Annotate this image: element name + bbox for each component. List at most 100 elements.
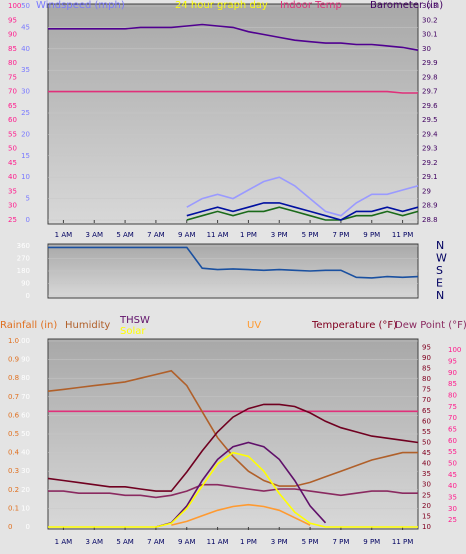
y-tick-label: 270 xyxy=(17,255,30,263)
y-tick-label: 25 xyxy=(21,109,30,117)
y-tick-label: 360 xyxy=(17,242,30,250)
y-tick-label: 85 xyxy=(8,45,17,53)
axis-label: Barometer (in) xyxy=(370,0,443,11)
series-line xyxy=(186,206,419,221)
y-tick-label: 28.9 xyxy=(422,202,438,210)
y-tick-label: 30 xyxy=(422,481,431,489)
x-tick-label: 11 PM xyxy=(392,231,413,239)
x-tick-label: 11 PM xyxy=(392,538,413,546)
y-tick-label: 0 xyxy=(8,523,12,531)
x-tick-label: 5 AM xyxy=(116,538,134,546)
x-tick-label: 5 AM xyxy=(116,231,134,239)
y-tick-label: 0.7 xyxy=(8,393,19,401)
y-tick-label: 35 xyxy=(21,66,30,74)
y-tick-label: 70 xyxy=(21,393,30,401)
plot-area xyxy=(47,3,419,225)
legend-label: UV xyxy=(247,320,261,331)
y-tick-label: 70 xyxy=(422,396,431,404)
series-line xyxy=(155,441,327,528)
y-tick-label: 29.8 xyxy=(422,73,438,81)
y-tick-label: 60 xyxy=(8,116,17,124)
legend-label: Humidity xyxy=(65,320,110,331)
y-tick-label: 80 xyxy=(8,59,17,67)
y-tick-label: 0.9 xyxy=(8,356,19,364)
x-tick-label: 1 AM xyxy=(55,538,73,546)
y-tick-label: 80 xyxy=(422,375,431,383)
series-line xyxy=(186,202,419,221)
legend-label: Solar xyxy=(120,326,146,337)
x-tick-label: 1 PM xyxy=(240,538,257,546)
y-tick-label: 45 xyxy=(448,471,457,479)
x-tick-label: 3 PM xyxy=(271,231,288,239)
y-tick-label: 25 xyxy=(448,516,457,524)
y-tick-label: 20 xyxy=(422,502,431,510)
y-tick-label: 40 xyxy=(422,460,431,468)
y-tick-label: 90 xyxy=(8,31,17,39)
y-tick-label: E xyxy=(436,277,443,290)
x-tick-label: 7 AM xyxy=(147,538,165,546)
series-line xyxy=(48,246,419,279)
y-tick-label: 45 xyxy=(8,159,17,167)
y-tick-label: 0.2 xyxy=(8,486,19,494)
y-tick-label: 29.6 xyxy=(422,102,438,110)
y-tick-label: 25 xyxy=(422,491,431,499)
y-tick-label: 0 xyxy=(26,292,30,300)
y-tick-label: 70 xyxy=(8,88,17,96)
y-tick-label: 45 xyxy=(422,449,431,457)
y-tick-label: 35 xyxy=(8,187,17,195)
y-tick-label: 20 xyxy=(21,130,30,138)
y-tick-label: 10 xyxy=(21,504,30,512)
axis-label: Rainfall (in) xyxy=(0,320,57,331)
y-tick-label: 50 xyxy=(21,430,30,438)
y-tick-label: 30 xyxy=(21,467,30,475)
series-line xyxy=(48,483,418,499)
y-tick-label: 29.9 xyxy=(422,59,438,67)
x-tick-label: 9 PM xyxy=(363,538,380,546)
y-tick-label: 30 xyxy=(448,505,457,513)
y-tick-label: N xyxy=(436,289,444,302)
x-tick-label: 9 AM xyxy=(178,231,196,239)
legend-label: Dew Point (°F) xyxy=(395,320,466,331)
y-tick-label: 40 xyxy=(448,482,457,490)
y-tick-label: 85 xyxy=(422,364,431,372)
series-line xyxy=(47,403,419,492)
y-tick-label: 28.8 xyxy=(422,216,438,224)
y-tick-label: 55 xyxy=(448,448,457,456)
y-tick-label: 0 xyxy=(26,216,30,224)
y-tick-label: 100 xyxy=(17,337,30,345)
y-tick-label: 29.5 xyxy=(422,116,438,124)
chart-title: 24 hour graph day xyxy=(175,0,268,11)
y-tick-label: 60 xyxy=(21,411,30,419)
y-tick-label: 0.5 xyxy=(8,430,19,438)
y-tick-label: 5 xyxy=(26,195,30,203)
y-tick-label: 20 xyxy=(21,486,30,494)
y-tick-label: S xyxy=(436,264,443,277)
x-tick-label: 3 AM xyxy=(85,231,103,239)
series-line xyxy=(48,23,419,51)
y-tick-label: 50 xyxy=(422,438,431,446)
x-tick-label: 11 AM xyxy=(207,538,229,546)
y-tick-label: N xyxy=(436,239,444,252)
x-tick-label: 3 PM xyxy=(271,538,288,546)
y-tick-label: 25 xyxy=(8,216,17,224)
y-tick-label: 1.0 xyxy=(8,337,19,345)
x-tick-label: 11 AM xyxy=(207,231,229,239)
y-tick-label: 50 xyxy=(448,459,457,467)
y-tick-label: 100 xyxy=(8,2,21,10)
y-tick-label: 45 xyxy=(21,23,30,31)
y-tick-label: 55 xyxy=(8,130,17,138)
y-tick-label: 30.1 xyxy=(422,31,438,39)
series-line xyxy=(48,451,418,528)
y-tick-label: 90 xyxy=(448,369,457,377)
series-line xyxy=(171,503,311,526)
y-tick-label: 10 xyxy=(422,523,431,531)
y-tick-label: 40 xyxy=(21,449,30,457)
y-tick-label: 75 xyxy=(8,73,17,81)
y-tick-label: 30.3 xyxy=(422,2,438,10)
x-tick-label: 7 PM xyxy=(332,538,349,546)
y-tick-label: 50 xyxy=(21,2,30,10)
y-tick-label: 30 xyxy=(422,45,431,53)
y-tick-label: 75 xyxy=(448,403,457,411)
y-tick-label: 40 xyxy=(21,45,30,53)
